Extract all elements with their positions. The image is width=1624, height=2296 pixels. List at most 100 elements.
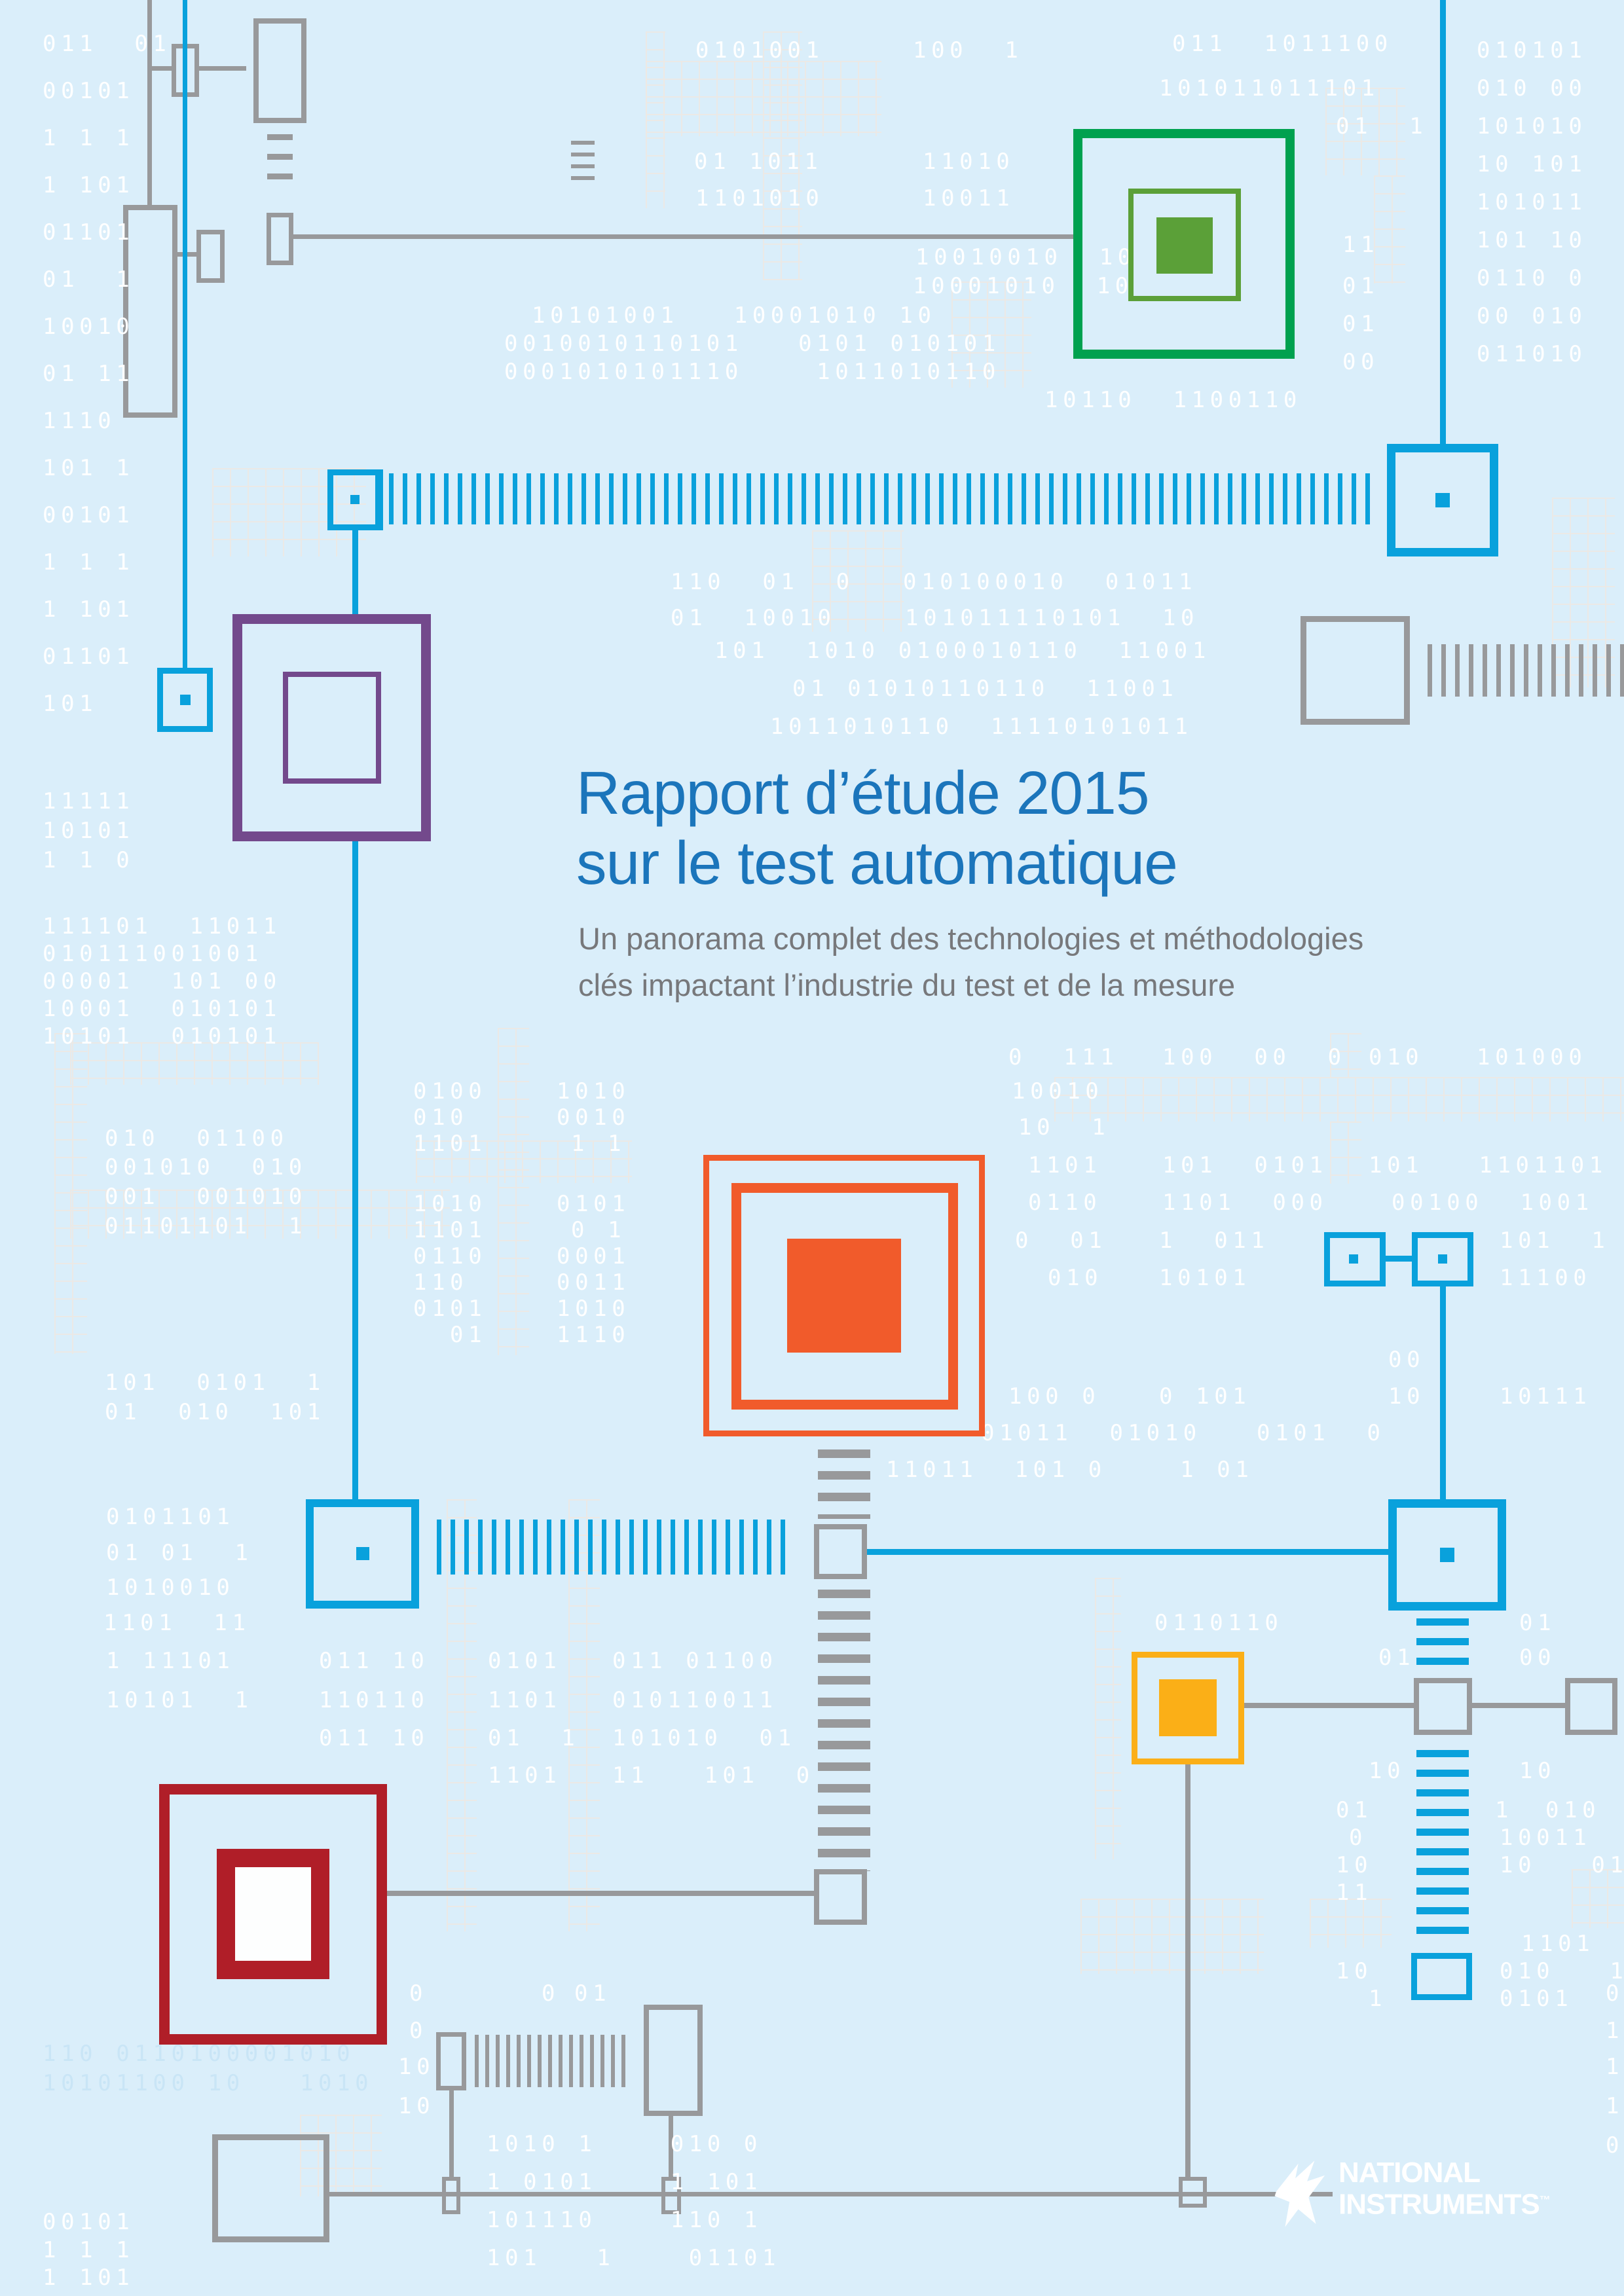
binary-string: 1	[1606, 2054, 1624, 2080]
connector-chip	[1388, 1499, 1506, 1611]
binary-string: 11010	[923, 149, 1015, 175]
binary-string: 001 001010	[105, 1184, 307, 1210]
binary-string: 01 010 101	[105, 1399, 325, 1425]
binary-string: 0	[409, 2018, 428, 2044]
chip-dot	[1438, 1254, 1447, 1264]
binary-string: 0110	[1028, 1190, 1102, 1216]
grid-patch	[1080, 1899, 1264, 1974]
binary-string: 01 1	[43, 266, 135, 293]
chip-dot	[1435, 493, 1450, 507]
circuit-box	[1414, 1678, 1472, 1735]
binary-string: 10111	[1500, 1383, 1592, 1410]
binary-string: 010 00	[1477, 75, 1587, 101]
binary-string: 1010010	[106, 1575, 235, 1601]
circuit-box	[212, 2134, 329, 2242]
circuit-box	[1301, 616, 1410, 725]
binary-string: 1 101	[43, 172, 135, 198]
binary-string: 01	[1378, 1645, 1416, 1671]
binary-string: 01101101 1	[105, 1213, 307, 1239]
binary-string: 11100	[1500, 1265, 1592, 1291]
grid-patch	[70, 1190, 450, 1239]
binary-string: 0110110	[1154, 1610, 1283, 1636]
circuit-box	[253, 18, 306, 123]
subtitle-line-2: clés impactant l’industrie du test et de…	[578, 968, 1236, 1002]
binary-string: 0110 0	[1477, 265, 1587, 291]
binary-string: 1101	[488, 1762, 562, 1789]
circuit-line	[329, 2192, 1333, 2196]
binary-string: 0011	[557, 1269, 631, 1296]
binary-string: 0	[409, 1980, 428, 2007]
binary-string: 10	[398, 2093, 435, 2119]
binary-string: 10	[1388, 1383, 1426, 1410]
page-title: Rapport d’étude 2015 sur le test automat…	[576, 758, 1178, 898]
binary-string: 0101	[413, 1296, 487, 1322]
circuit-box	[814, 1869, 867, 1925]
circuit-box	[442, 2177, 460, 2214]
binary-string: 0	[1606, 1980, 1624, 2007]
grid-patch	[1330, 1033, 1361, 1077]
ni-logo-line-2: INSTRUMENTS™	[1338, 2188, 1551, 2221]
binary-string: 01	[1342, 311, 1380, 337]
binary-string: 010100010 01011	[903, 569, 1198, 595]
orange-square-outer	[703, 1155, 985, 1436]
binary-string: 10110 1100110	[1044, 387, 1302, 413]
binary-string: 101010	[1477, 113, 1587, 139]
binary-string: 0110	[413, 1243, 487, 1269]
binary-string: 011010	[1477, 341, 1587, 367]
circuit-box	[123, 205, 177, 418]
binary-string: 00	[1519, 1645, 1557, 1671]
binary-string: 10101 1	[106, 1687, 253, 1713]
circuit-box	[1179, 2177, 1207, 2208]
title-line-1: Rapport d’étude 2015	[576, 759, 1150, 827]
circuit-line	[1244, 1703, 1414, 1708]
binary-string: 101 0101 1	[105, 1370, 325, 1396]
binary-string: 0101001	[695, 37, 824, 64]
subtitle-line-1: Un panorama complet des technologies et …	[578, 921, 1364, 956]
page-subtitle: Un panorama complet des technologies et …	[578, 915, 1363, 1008]
binary-string: 00101	[43, 502, 135, 528]
binary-string: 10101100 10 1010	[43, 2070, 374, 2096]
grid-patch	[646, 61, 881, 136]
binary-string: 10010	[43, 314, 135, 340]
binary-string: 1101	[488, 1687, 562, 1713]
binary-string: 1110	[557, 1322, 631, 1348]
ladder-dashes	[267, 134, 293, 183]
chip-dot	[1440, 1548, 1454, 1562]
chip-dot	[356, 1547, 369, 1560]
connector-chip	[157, 668, 213, 732]
purple-square-inner	[283, 672, 381, 784]
ribbon-bars	[437, 1520, 790, 1575]
binary-string: 101000	[1477, 1044, 1587, 1070]
binary-string: 00	[1342, 349, 1380, 375]
binary-string: 1010	[413, 1191, 487, 1217]
binary-string: 1 11101	[106, 1648, 235, 1674]
grid-patch	[70, 1042, 319, 1085]
orange-square-fill	[787, 1239, 901, 1353]
binary-string: 101	[43, 691, 98, 717]
binary-string: 0 101	[1159, 1383, 1251, 1410]
binary-string: 100 1	[913, 37, 1024, 64]
binary-string: 00	[1388, 1347, 1426, 1373]
circuit-box	[267, 213, 293, 265]
binary-string: 101 10	[1477, 227, 1587, 253]
binary-string: 110 01 0	[671, 569, 855, 595]
connector-chip	[1412, 1232, 1473, 1286]
binary-string: 101011011101	[1159, 75, 1380, 101]
ladder-dashes	[1416, 1618, 1469, 1674]
circuit-line	[293, 234, 1073, 239]
binary-string: 1101	[1521, 1931, 1595, 1957]
yellow-square-fill	[1159, 1679, 1217, 1736]
binary-string: 01 1011	[694, 149, 823, 175]
binary-string: 010	[413, 1104, 469, 1131]
circuit-box	[436, 2032, 466, 2090]
ladder-dashes	[571, 141, 595, 188]
binary-string: 1 011	[1159, 1228, 1270, 1254]
binary-string: 01 1	[488, 1725, 580, 1751]
binary-string: 101010 01	[612, 1725, 796, 1751]
binary-string: 11011 101 0 1 01	[886, 1457, 1254, 1483]
binary-string: 01	[574, 1980, 612, 2007]
binary-string: 0010	[557, 1104, 631, 1131]
yellow-square-outer	[1132, 1652, 1244, 1764]
trademark-symbol: ™	[1539, 2194, 1551, 2206]
binary-string: 1 1 1	[43, 2237, 135, 2263]
